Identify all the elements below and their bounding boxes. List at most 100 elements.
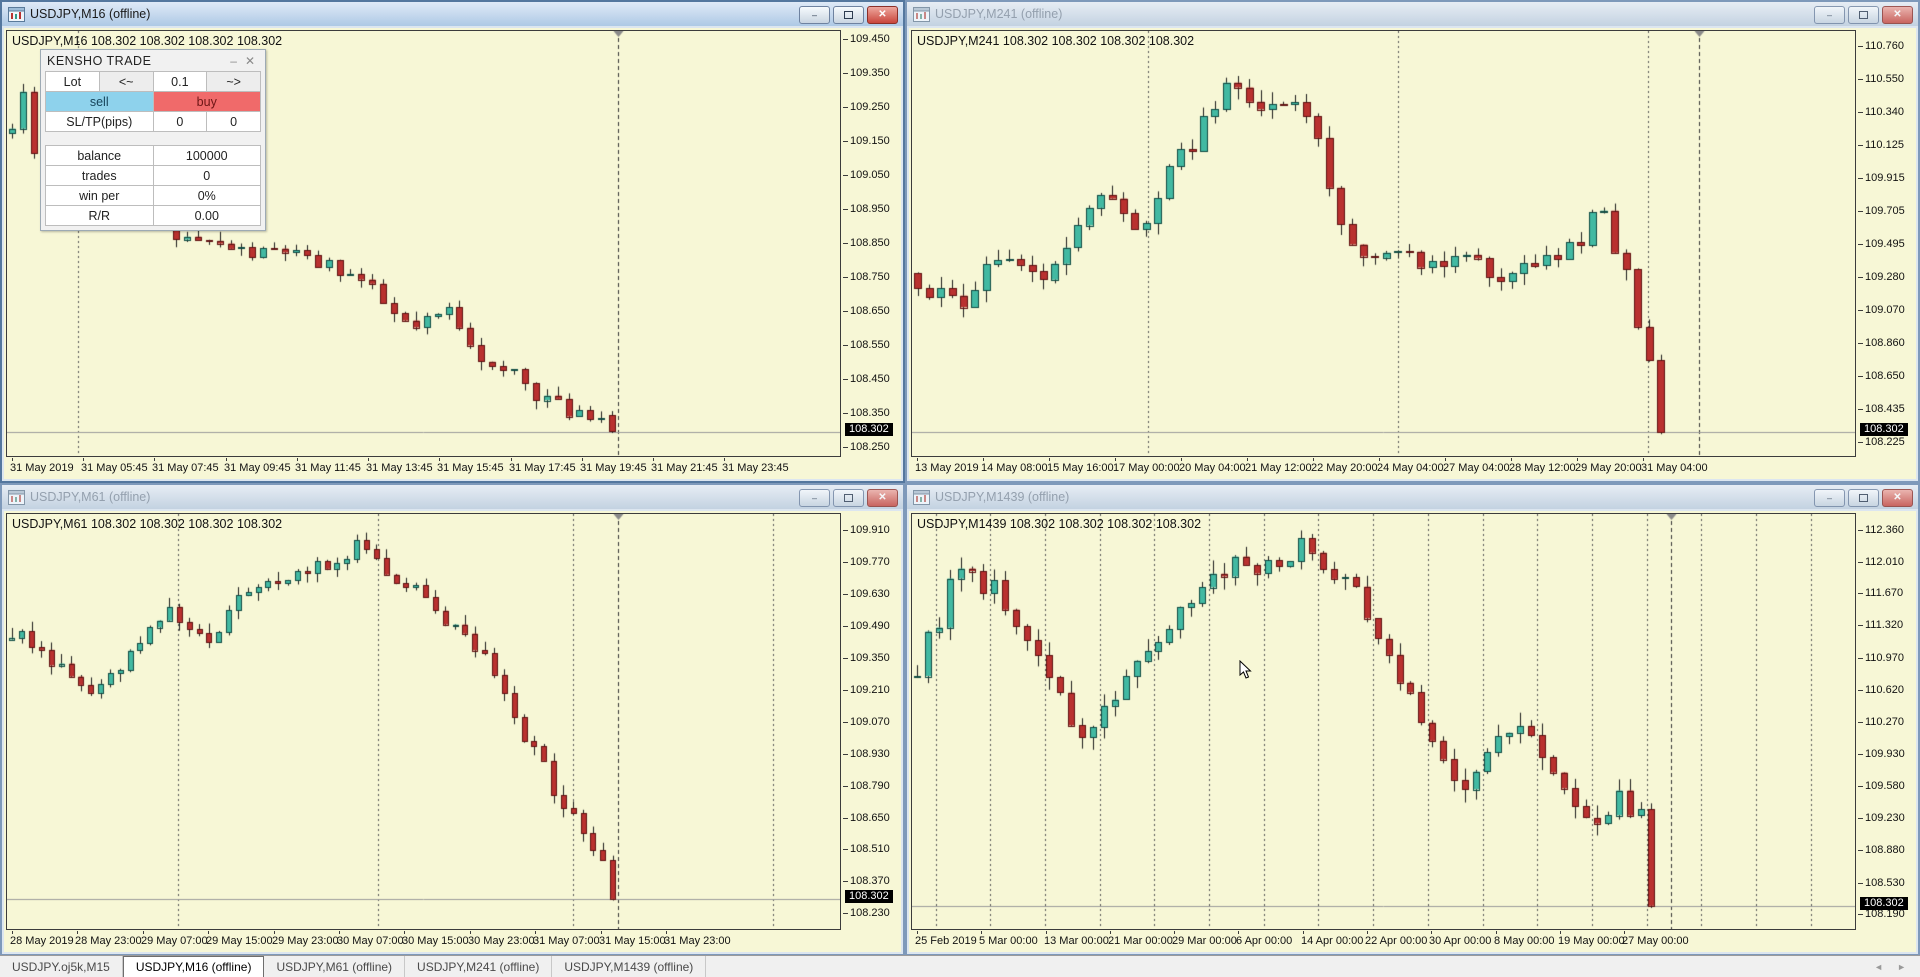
lot-decrease-button[interactable]: <~ [98, 71, 154, 92]
restore-button[interactable] [1848, 489, 1879, 507]
minimize-button[interactable]: – [799, 489, 830, 507]
balance-value: 100000 [152, 145, 261, 166]
price-tick-label: 108.530 [1858, 876, 1905, 889]
time-axis[interactable]: 25 Feb 2019 5 Mar 00:00 13 Mar 00:00 21 Mar… [911, 931, 1856, 950]
close-button[interactable]: ✕ [867, 489, 898, 507]
tp-value-field[interactable]: 0 [206, 111, 261, 132]
minimize-button[interactable]: – [799, 6, 830, 24]
candlestick-plot[interactable]: USDJPY,M241 108.302 108.302 108.302 108.… [911, 30, 1856, 457]
time-tick-label: 27 May 00:00 [1622, 931, 1689, 947]
winper-value: 0% [152, 185, 261, 206]
price-tick-label: 109.630 [843, 588, 890, 601]
rr-value: 0.00 [152, 205, 261, 226]
lot-increase-button[interactable]: ~> [206, 71, 261, 92]
lot-value[interactable]: 0.1 [152, 71, 208, 92]
price-tick-label: 109.150 [843, 135, 890, 148]
price-tick-label: 108.550 [843, 339, 890, 352]
time-tick-label: 20 May 04:00 [1179, 458, 1246, 474]
chart-tab[interactable]: USDJPY,M16 (offline) [122, 956, 265, 977]
price-tick-label: 110.620 [1858, 683, 1904, 696]
time-tick-label: 19 May 00:00 [1558, 931, 1625, 947]
window-title: USDJPY,M241 (offline) [935, 7, 1063, 21]
time-tick-label: 5 Mar 00:00 [979, 931, 1038, 947]
restore-button[interactable] [833, 489, 864, 507]
chart-area[interactable]: USDJPY,M1439 108.302 108.302 108.302 108… [909, 511, 1916, 952]
time-tick-label: 31 May 19:45 [580, 458, 647, 474]
time-tick-label: 31 May 09:45 [224, 458, 291, 474]
price-tick-label: 108.650 [843, 305, 890, 318]
chart-tab[interactable]: USDJPY,M61 (offline) [264, 956, 406, 977]
window-titlebar[interactable]: USDJPY,M61 (offline) – ✕ [2, 485, 903, 509]
chart-tab[interactable]: USDJPY.oj5k,M15 [0, 956, 123, 977]
price-axis[interactable]: 110.760 110.550 110.340 110.125 109.915 109.7… [1857, 30, 1916, 457]
chart-tab[interactable]: USDJPY,M1439 (offline) [552, 956, 707, 977]
price-tick-label: 108.650 [1858, 369, 1905, 382]
price-tick-label: 109.250 [843, 101, 890, 114]
time-tick-label: 13 May 2019 [915, 458, 979, 474]
sltp-label: SL/TP(pips) [45, 111, 154, 132]
minimize-button[interactable]: – [1814, 489, 1845, 507]
ohlc-header: USDJPY,M241 108.302 108.302 108.302 108.… [917, 34, 1195, 48]
time-tick-label: 14 Apr 00:00 [1301, 931, 1364, 947]
sl-value-field[interactable]: 0 [152, 111, 208, 132]
chart-window-icon [8, 489, 25, 505]
panel-close-icon[interactable]: ✕ [244, 53, 255, 68]
candlestick-plot[interactable]: USDJPY,M1439 108.302 108.302 108.302 108… [911, 513, 1856, 930]
time-axis[interactable]: 13 May 2019 14 May 08:00 15 May 16:00 17 Ma… [911, 458, 1856, 477]
time-axis[interactable]: 28 May 2019 28 May 23:00 29 May 07:00 29 Ma… [6, 931, 841, 950]
window-titlebar[interactable]: USDJPY,M1439 (offline) – ✕ [907, 485, 1918, 509]
current-price-label: 108.302 [1860, 896, 1908, 910]
time-tick-label: 22 Apr 00:00 [1365, 931, 1428, 947]
time-tick-label: 31 May 07:00 [533, 931, 600, 947]
minimize-button[interactable]: – [1814, 6, 1845, 24]
price-tick-label: 108.435 [1858, 403, 1905, 416]
chart-area[interactable]: USDJPY,M61 108.302 108.302 108.302 108.3… [4, 511, 901, 952]
price-tick-label: 109.930 [1858, 747, 1905, 760]
price-tick-label: 108.450 [843, 373, 890, 386]
price-tick-label: 109.490 [843, 620, 890, 632]
sell-button[interactable]: sell [45, 91, 154, 112]
price-tick-label: 109.770 [843, 556, 890, 569]
candlestick-plot[interactable]: USDJPY,M61 108.302 108.302 108.302 108.3… [6, 513, 841, 930]
current-price-label: 108.302 [845, 422, 893, 436]
price-tick-label: 109.705 [1858, 205, 1905, 218]
panel-minimize-icon[interactable]: – [230, 53, 237, 68]
trade-panel-title: KENSHO TRADE [47, 53, 152, 68]
close-button[interactable]: ✕ [1882, 489, 1913, 507]
tab-scroll-left-icon[interactable]: ◄ [1874, 961, 1884, 972]
tab-scroll-right-icon[interactable]: ► [1897, 961, 1906, 972]
buy-button[interactable]: buy [152, 91, 261, 112]
chart-window-icon [8, 6, 25, 22]
candlestick-plot[interactable]: USDJPY,M16 108.302 108.302 108.302 108.3… [6, 30, 841, 457]
restore-button[interactable] [833, 6, 864, 24]
price-axis[interactable]: 112.360 112.010 111.670 111.320 110.970 110.6… [1857, 513, 1916, 930]
price-tick-label: 110.550 [1858, 73, 1904, 85]
window-titlebar[interactable]: USDJPY,M241 (offline) – ✕ [907, 2, 1918, 26]
close-button[interactable]: ✕ [867, 6, 898, 24]
price-axis[interactable]: 109.450 109.350 109.250 109.150 109.050 108.9… [842, 30, 901, 457]
chart-area[interactable]: USDJPY,M241 108.302 108.302 108.302 108.… [909, 28, 1916, 479]
time-tick-label: 31 May 15:00 [599, 931, 666, 947]
time-tick-label: 31 May 23:00 [664, 931, 731, 947]
restore-button[interactable] [1848, 6, 1879, 24]
window-titlebar[interactable]: USDJPY,M16 (offline) – ✕ [2, 2, 903, 26]
time-tick-label: 21 Mar 00:00 [1108, 931, 1173, 947]
time-tick-label: 17 May 00:00 [1113, 458, 1180, 474]
close-button[interactable]: ✕ [1882, 6, 1913, 24]
price-axis[interactable]: 109.910 109.770 109.630 109.490 109.350 109.2… [842, 513, 901, 930]
price-tick-label: 108.230 [843, 907, 890, 920]
chart-window-m61: USDJPY,M61 (offline) – ✕ USDJPY,M61 108.… [0, 483, 905, 956]
chart-area[interactable]: USDJPY,M16 108.302 108.302 108.302 108.3… [4, 28, 901, 479]
winper-label: win per [45, 185, 154, 206]
window-title: USDJPY,M1439 (offline) [935, 490, 1070, 504]
price-tick-label: 109.280 [1858, 271, 1905, 284]
time-tick-label: 25 Feb 2019 [915, 931, 977, 947]
trade-panel: KENSHO TRADE – ✕ Lot <~ 0.1 ~> sell buy [40, 49, 266, 231]
price-tick-label: 108.650 [843, 811, 890, 824]
price-tick-label: 111.670 [1857, 587, 1904, 600]
restore-icon [844, 494, 853, 502]
time-tick-label: 28 May 12:00 [1509, 458, 1576, 474]
price-tick-label: 110.125 [1858, 139, 1904, 152]
chart-tab[interactable]: USDJPY,M241 (offline) [405, 956, 553, 977]
time-axis[interactable]: 31 May 2019 31 May 05:45 31 May 07:45 31 Ma… [6, 458, 841, 477]
